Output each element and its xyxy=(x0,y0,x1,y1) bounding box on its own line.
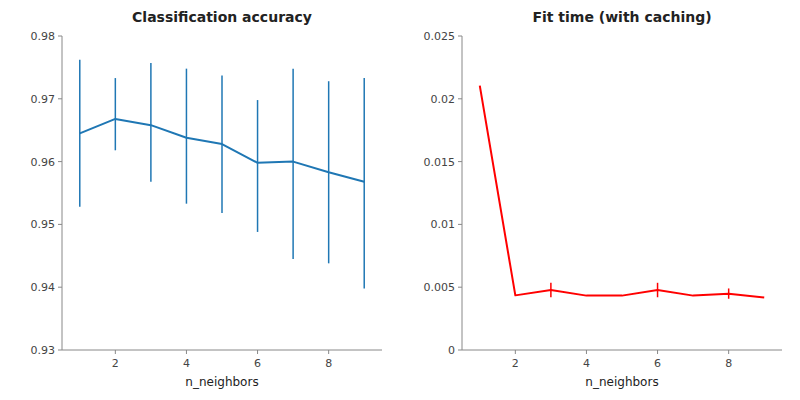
y-tick xyxy=(458,98,462,99)
x-tick-label: 8 xyxy=(325,357,332,370)
error-bar xyxy=(257,100,259,232)
y-tick-label: 0.01 xyxy=(431,218,456,231)
line xyxy=(480,86,764,298)
x-axis-label: n_neighbors xyxy=(585,375,658,389)
y-tick-label: 0 xyxy=(448,344,455,357)
y-tick-label: 0.97 xyxy=(31,93,56,106)
title: Classification accuracy xyxy=(132,9,312,25)
x-axis-line xyxy=(62,350,382,351)
x-tick-label: 2 xyxy=(512,357,519,370)
y-tick-label: 0.94 xyxy=(31,281,56,294)
y-tick xyxy=(58,161,62,162)
x-tick xyxy=(515,350,516,354)
x-axis-label: n_neighbors xyxy=(185,375,258,389)
line xyxy=(80,119,364,182)
x-tick-label: 4 xyxy=(183,357,190,370)
y-axis-line xyxy=(62,36,63,350)
panel: Fit time (with caching) 2 4 6 8 0 0.005 0.01 0.0… xyxy=(424,9,783,389)
x-tick-label: 8 xyxy=(725,357,732,370)
x-tick xyxy=(186,350,187,354)
y-tick xyxy=(458,350,462,351)
y-tick-label: 0.95 xyxy=(31,218,56,231)
x-axis-line xyxy=(462,350,782,351)
x-tick xyxy=(257,350,258,354)
y-tick-label: 0.02 xyxy=(431,93,456,106)
x-tick-label: 2 xyxy=(112,357,119,370)
x-tick xyxy=(728,350,729,354)
y-tick xyxy=(458,224,462,225)
x-tick xyxy=(657,350,658,354)
error-bar xyxy=(186,69,188,204)
y-tick-label: 0.93 xyxy=(31,344,56,357)
figure: Classification accuracy 2 4 6 8 0.93 0.94 0.95 0… xyxy=(0,0,800,400)
plot-area xyxy=(480,86,764,299)
y-tick xyxy=(58,350,62,351)
y-tick xyxy=(58,287,62,288)
error-bar xyxy=(150,63,152,182)
y-tick xyxy=(58,224,62,225)
error-bar xyxy=(292,69,294,259)
y-tick xyxy=(458,161,462,162)
y-tick xyxy=(58,98,62,99)
panel: Classification accuracy 2 4 6 8 0.93 0.94 0.95 0… xyxy=(31,9,383,389)
plot-area xyxy=(80,60,364,289)
x-tick xyxy=(328,350,329,354)
y-tick-label: 0.005 xyxy=(424,281,456,294)
x-tick-label: 6 xyxy=(654,357,661,370)
y-axis-line xyxy=(462,36,463,350)
y-tick xyxy=(458,287,462,288)
y-tick-label: 0.98 xyxy=(31,30,56,43)
title: Fit time (with caching) xyxy=(532,9,711,25)
error-bar xyxy=(363,78,365,288)
x-tick xyxy=(586,350,587,354)
y-tick-label: 0.015 xyxy=(424,156,456,169)
y-tick-label: 0.025 xyxy=(424,30,456,43)
y-tick-label: 0.96 xyxy=(31,156,56,169)
x-tick xyxy=(115,350,116,354)
x-tick-label: 4 xyxy=(583,357,590,370)
error-bar xyxy=(115,78,117,150)
y-tick xyxy=(458,36,462,37)
y-tick xyxy=(58,36,62,37)
x-tick-label: 6 xyxy=(254,357,261,370)
